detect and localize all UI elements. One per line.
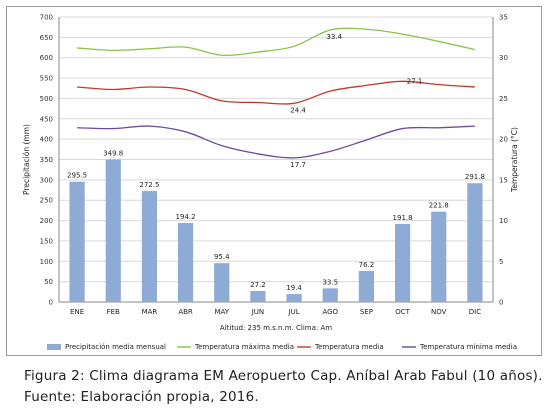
precipitation-bar (141, 191, 158, 302)
y-left-tick-label: 500 (40, 95, 53, 103)
temperature-line (77, 125, 475, 159)
x-tick-label: NOV (431, 308, 447, 316)
y-left-tick-label: 300 (40, 176, 53, 184)
y-left-tick-label: 350 (40, 156, 53, 164)
y-left-tick-label: 0 (49, 299, 53, 307)
y-left-tick-label: 150 (40, 237, 53, 245)
x-tick-label: SEP (360, 308, 373, 316)
y-left-tick-label: 700 (40, 14, 53, 22)
figure-source: Fuente: Elaboración propia, 2016. (24, 389, 259, 405)
y-right-tick-label: 10 (499, 217, 508, 225)
precipitation-bar (250, 290, 266, 302)
line-data-label: 17.7 (290, 161, 306, 169)
legend-label: Precipitación media mensual (65, 343, 166, 351)
y-right-tick-label: 20 (499, 136, 508, 144)
figure-caption: Figura 2: Clima diagrama EM Aeropuerto C… (24, 368, 543, 384)
line-data-label: 27.1 (407, 77, 423, 85)
y-left-tick-label: 50 (44, 278, 53, 286)
bar-data-label: 221.8 (429, 202, 449, 210)
x-tick-label: JUL (288, 308, 300, 316)
y-right-tick-label: 15 (499, 176, 508, 184)
y-left-tick-label: 600 (40, 54, 53, 62)
legend-label: Temperatura media (314, 343, 384, 351)
y-left-tick-label: 250 (40, 197, 53, 205)
y-left-tick-label: 550 (40, 75, 53, 83)
y-left-tick-label: 100 (40, 258, 53, 266)
y-left-tick-label: 450 (40, 115, 53, 123)
y-left-tick-label: 650 (40, 34, 53, 42)
precipitation-bar (322, 288, 338, 302)
precipitation-bar (105, 159, 121, 302)
y-right-tick-label: 5 (499, 258, 503, 266)
temperature-line (77, 80, 475, 105)
x-tick-label: DIC (469, 308, 481, 316)
chart-footer-note: Altitud: 235 m.s.n.m. Clima: Am (220, 324, 332, 332)
temperature-line (77, 27, 476, 57)
x-tick-label: AGO (322, 308, 338, 316)
bar-data-label: 95.4 (214, 253, 230, 261)
legend-label: Temperatura mínima media (419, 343, 517, 351)
legend-swatch-bar (47, 344, 61, 350)
x-tick-label: ABR (178, 308, 193, 316)
y-left-tick-label: 400 (40, 136, 53, 144)
x-tick-label: FEB (107, 308, 120, 316)
bar-data-label: 291.8 (465, 173, 485, 181)
y-right-tick-label: 0 (499, 299, 503, 307)
bar-data-label: 295.5 (67, 172, 87, 180)
y-left-tick-label: 200 (40, 217, 53, 225)
precipitation-bar (358, 270, 375, 302)
y-right-tick-label: 30 (499, 54, 508, 62)
precipitation-bar (69, 181, 85, 302)
x-tick-label: ENE (70, 308, 84, 316)
legend-label: Temperatura máxima media (194, 343, 294, 351)
bar-data-label: 27.2 (250, 281, 266, 289)
x-tick-label: JUN (251, 308, 264, 316)
line-data-label: 24.4 (290, 106, 306, 114)
y-left-axis-title: Precipitación (mm) (22, 124, 31, 195)
precipitation-bar (177, 222, 194, 302)
y-right-tick-label: 25 (499, 95, 508, 103)
chart-frame: 0 50 100 150 200 250 300 350 400 450 500 550 600 650 7… (6, 6, 542, 356)
bar-data-label: 33.5 (322, 278, 338, 286)
bar-data-label: 191.8 (393, 214, 413, 222)
bar-data-label: 194.2 (176, 213, 196, 221)
precipitation-bar (214, 263, 230, 302)
climate-chart: 0501001502002503003504004505005506006507… (22, 14, 519, 352)
precipitation-bar (286, 294, 302, 302)
y-right-axis-title: Temperatura (°C) (510, 127, 519, 193)
bar-data-label: 19.4 (286, 284, 302, 292)
line-data-label: 33.4 (326, 33, 342, 41)
precipitation-bar (394, 223, 411, 302)
x-tick-label: OCT (395, 308, 410, 316)
x-tick-label: MAR (142, 308, 158, 316)
precipitation-bar (467, 183, 483, 302)
y-right-tick-label: 35 (499, 14, 508, 22)
bar-data-label: 349.8 (103, 150, 123, 158)
bar-data-label: 76.2 (359, 261, 375, 269)
bar-data-label: 272.5 (139, 181, 159, 189)
precipitation-bar (431, 211, 447, 302)
x-tick-label: MAY (214, 308, 229, 316)
